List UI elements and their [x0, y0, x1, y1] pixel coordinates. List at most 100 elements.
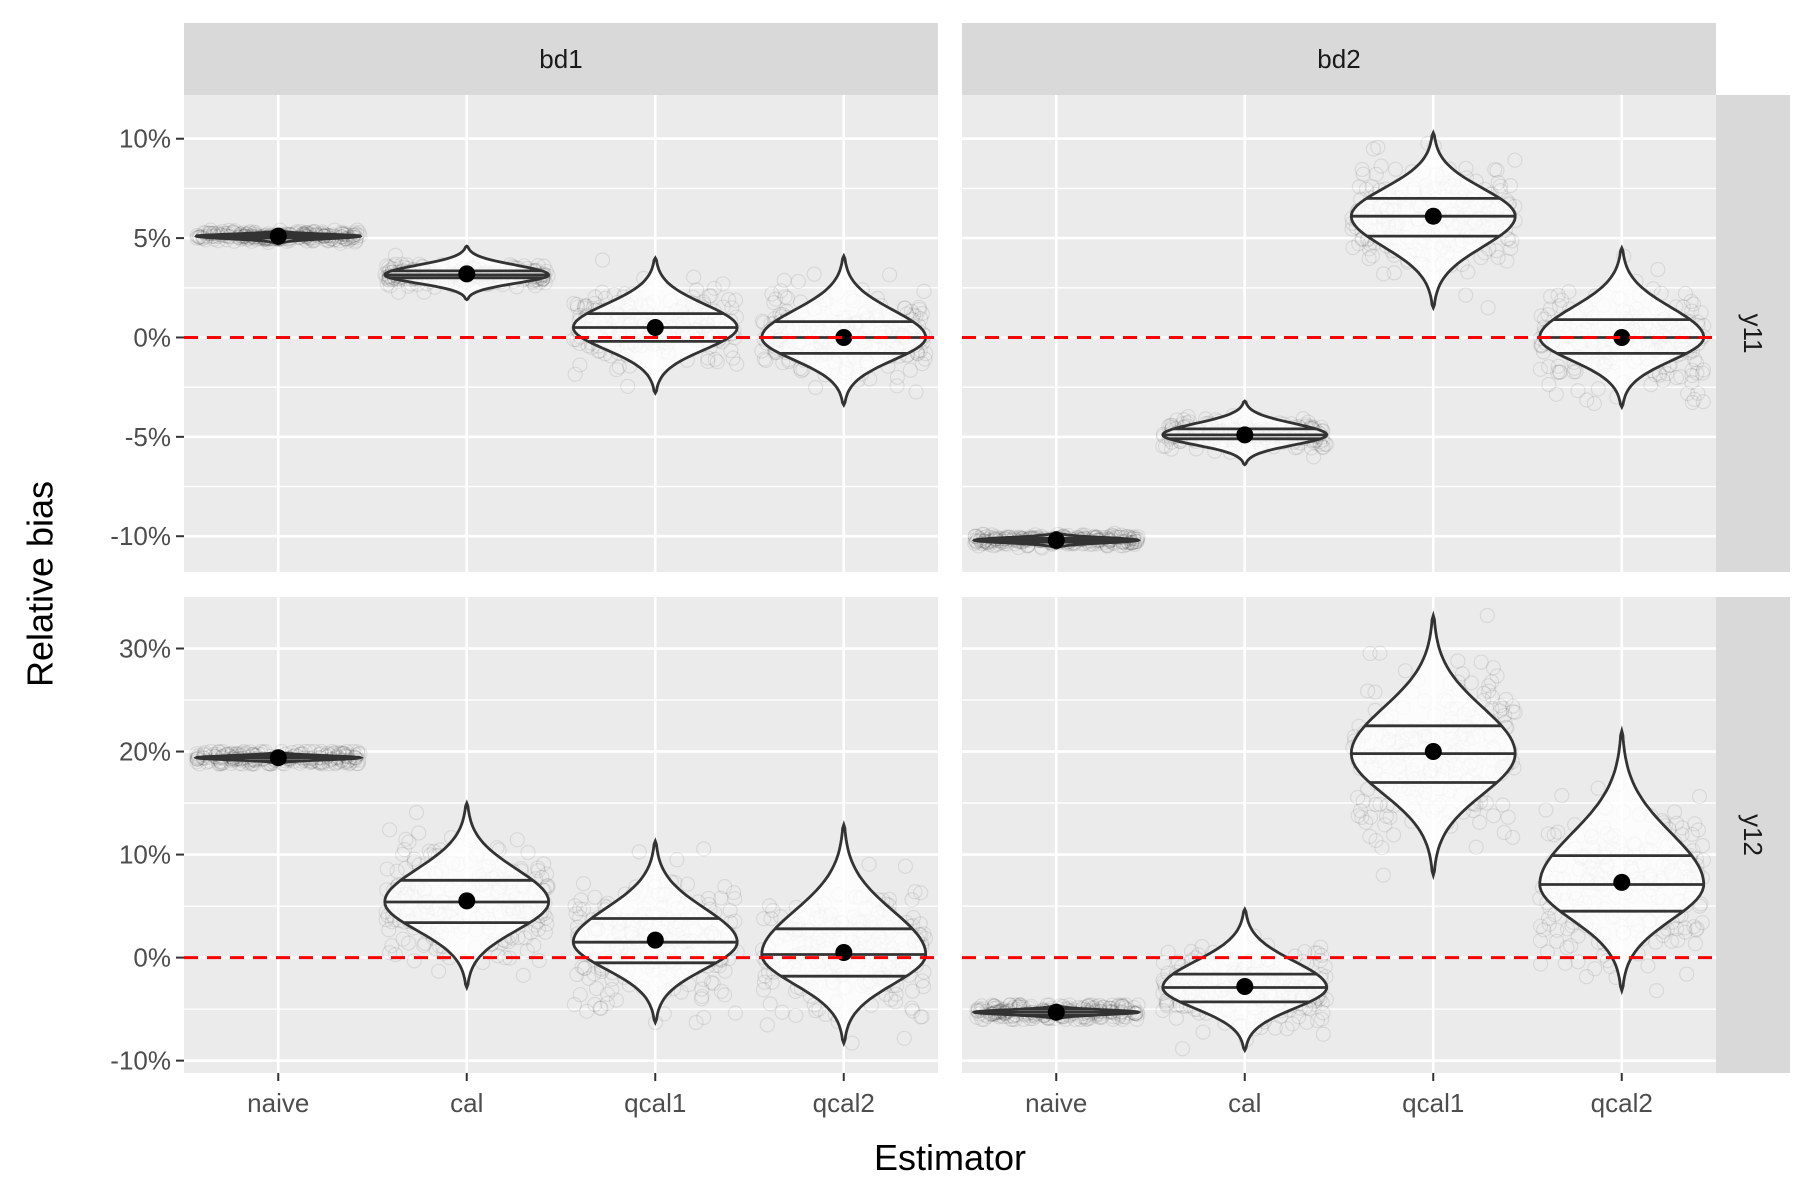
- data-point: [721, 292, 737, 308]
- data-point: [594, 284, 611, 300]
- data-point: [1689, 365, 1705, 381]
- data-point: [915, 978, 932, 995]
- data-point: [703, 288, 719, 304]
- data-point: [1490, 249, 1506, 265]
- data-point: [1362, 645, 1378, 662]
- data-point: [197, 225, 213, 241]
- data-point: [572, 987, 588, 1003]
- data-point: [334, 224, 350, 240]
- data-point: [569, 299, 586, 315]
- data-point: [914, 305, 930, 322]
- y-tick-label: 10%: [119, 124, 171, 154]
- data-point: [384, 938, 400, 954]
- data-point: [1315, 1005, 1331, 1021]
- data-point: [577, 960, 593, 976]
- data-point: [908, 384, 924, 400]
- data-point: [408, 804, 425, 821]
- data-point: [1314, 995, 1330, 1011]
- data-point: [1540, 826, 1556, 842]
- data-point: [571, 909, 588, 925]
- data-point: [1377, 817, 1393, 833]
- data-point: [351, 225, 367, 241]
- data-point: [914, 356, 930, 372]
- data-point: [1586, 395, 1602, 412]
- data-point: [1458, 160, 1474, 176]
- data-point: [574, 959, 590, 975]
- data-point: [1313, 939, 1329, 955]
- data-point: [1659, 366, 1675, 382]
- data-point: [592, 1000, 608, 1016]
- data-point: [1549, 933, 1565, 949]
- data-point: [713, 983, 730, 999]
- data-point: [1267, 1020, 1283, 1036]
- data-point: [1570, 383, 1586, 399]
- strip-top-bd1: bd1: [184, 23, 938, 95]
- mean-point-qcal1: [1424, 743, 1442, 760]
- data-point: [905, 1003, 921, 1019]
- data-point: [1495, 797, 1511, 813]
- data-point: [348, 232, 364, 248]
- data-point: [1284, 1016, 1301, 1032]
- data-point: [411, 825, 427, 841]
- panel-marks-bd2-y11: [962, 129, 1716, 556]
- data-point: [1345, 240, 1361, 256]
- data-point: [509, 832, 525, 848]
- data-point: [631, 844, 647, 860]
- strip-background: [1716, 95, 1790, 572]
- data-point: [1183, 943, 1200, 960]
- data-point: [1352, 803, 1369, 819]
- data-point: [1647, 934, 1664, 950]
- data-point: [1505, 698, 1521, 714]
- data-point: [352, 745, 368, 762]
- data-point: [593, 1000, 609, 1016]
- data-point: [594, 252, 611, 268]
- mean-point-qcal2: [1613, 329, 1631, 346]
- data-point: [416, 937, 432, 954]
- data-point: [1551, 364, 1568, 380]
- data-point: [520, 844, 536, 861]
- data-point: [1387, 161, 1404, 177]
- data-point: [1673, 369, 1689, 385]
- data-point: [530, 862, 546, 879]
- data-point: [331, 746, 347, 763]
- data-point: [1307, 945, 1323, 961]
- data-point: [1559, 939, 1575, 956]
- data-point: [1368, 796, 1384, 813]
- data-point: [575, 901, 592, 917]
- x-tick-label: naive: [1025, 1088, 1087, 1118]
- data-point: [1532, 932, 1549, 949]
- x-tick-label: qcal2: [1591, 1088, 1653, 1118]
- data-point: [686, 269, 702, 285]
- data-point: [1694, 837, 1711, 854]
- data-point: [620, 378, 636, 394]
- data-point: [608, 992, 625, 1008]
- data-point: [776, 272, 792, 288]
- data-point: [1484, 689, 1500, 705]
- data-point: [1313, 947, 1330, 964]
- data-point: [346, 752, 362, 769]
- data-point: [351, 752, 367, 768]
- data-point: [189, 754, 205, 770]
- data-point: [1158, 996, 1175, 1012]
- violin-qcal2: [760, 820, 928, 1048]
- data-point: [1651, 367, 1668, 383]
- data-point: [1194, 938, 1210, 955]
- data-point: [694, 988, 710, 1005]
- data-point: [1126, 529, 1142, 545]
- data-point: [727, 913, 743, 929]
- data-point: [1382, 809, 1398, 825]
- data-point: [790, 273, 806, 289]
- data-point: [536, 856, 552, 872]
- data-point: [395, 846, 411, 863]
- y-tick-label: -10%: [110, 521, 171, 551]
- data-point: [707, 351, 723, 368]
- data-point: [1355, 166, 1371, 182]
- mean-point-cal: [458, 265, 476, 283]
- data-point: [1686, 391, 1702, 407]
- data-point: [1315, 439, 1331, 456]
- strip-right-y11: y11: [1716, 95, 1790, 572]
- data-point: [1538, 802, 1554, 818]
- data-point: [903, 303, 920, 319]
- data-point: [1501, 231, 1517, 247]
- data-point: [694, 981, 710, 997]
